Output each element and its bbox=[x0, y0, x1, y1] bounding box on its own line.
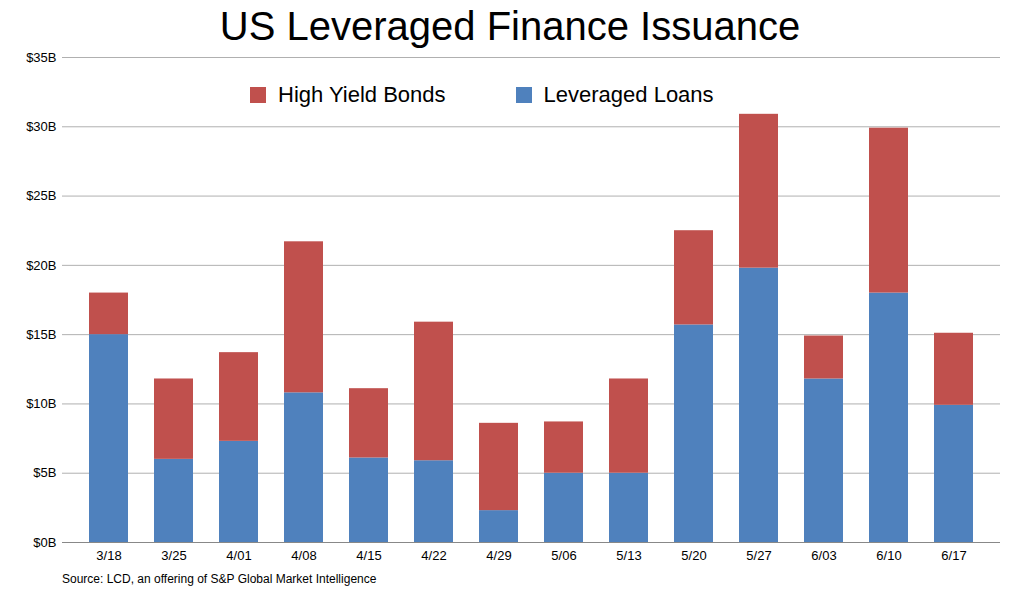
svg-text:4/15: 4/15 bbox=[356, 548, 381, 563]
svg-text:$20B: $20B bbox=[26, 258, 56, 273]
svg-text:$10B: $10B bbox=[26, 396, 56, 411]
svg-text:5/20: 5/20 bbox=[681, 548, 706, 563]
svg-text:3/25: 3/25 bbox=[161, 548, 186, 563]
svg-text:5/27: 5/27 bbox=[746, 548, 771, 563]
svg-text:4/08: 4/08 bbox=[291, 548, 316, 563]
html-text:US Leveraged Finance Issuance: US Leveraged Finance Issuance bbox=[219, 4, 801, 48]
svg-text:6/17: 6/17 bbox=[941, 548, 966, 563]
svg-text:$5B: $5B bbox=[33, 465, 56, 480]
svg-text:$15B: $15B bbox=[26, 327, 56, 342]
svg-text:$25B: $25B bbox=[26, 188, 56, 203]
svg-text:5/06: 5/06 bbox=[551, 548, 576, 563]
svg-text:5/13: 5/13 bbox=[616, 548, 641, 563]
html-text:Source: LCD, an offering of S&: Source: LCD, an offering of S&P Global M… bbox=[62, 572, 377, 586]
html-text:High Yield Bonds: High Yield Bonds bbox=[278, 82, 446, 107]
svg-text:3/18: 3/18 bbox=[96, 548, 121, 563]
svg-text:$30B: $30B bbox=[26, 119, 56, 134]
svg-text:$35B: $35B bbox=[26, 52, 56, 65]
html-text:Leveraged Loans: Leveraged Loans bbox=[543, 82, 714, 107]
svg-text:4/22: 4/22 bbox=[421, 548, 446, 563]
svg-text:4/29: 4/29 bbox=[486, 548, 511, 563]
svg-text:$0B: $0B bbox=[33, 535, 56, 550]
svg-text:6/10: 6/10 bbox=[876, 548, 901, 563]
svg-text:6/03: 6/03 bbox=[811, 548, 836, 563]
svg-text:4/01: 4/01 bbox=[226, 548, 251, 563]
